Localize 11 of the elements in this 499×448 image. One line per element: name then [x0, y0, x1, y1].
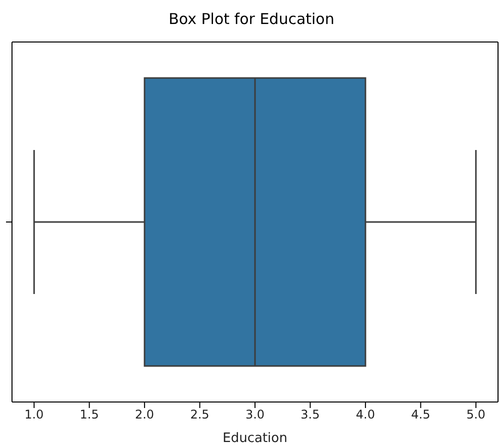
chart-title: Box Plot for Education: [168, 9, 336, 30]
x-tick-label: 1.5: [80, 408, 99, 422]
x-tick-label: 3.0: [245, 408, 265, 422]
x-tick-label: 3.5: [300, 408, 320, 422]
x-tick-label: 5.0: [466, 408, 486, 422]
x-axis-title: Education: [222, 431, 288, 446]
x-tick-label: 2.5: [190, 408, 210, 422]
x-tick-label: 4.5: [411, 408, 430, 422]
x-tick-label: 4.0: [356, 408, 375, 422]
x-tick-label: 2.0: [135, 408, 154, 422]
x-tick-label: 1.0: [24, 408, 44, 422]
